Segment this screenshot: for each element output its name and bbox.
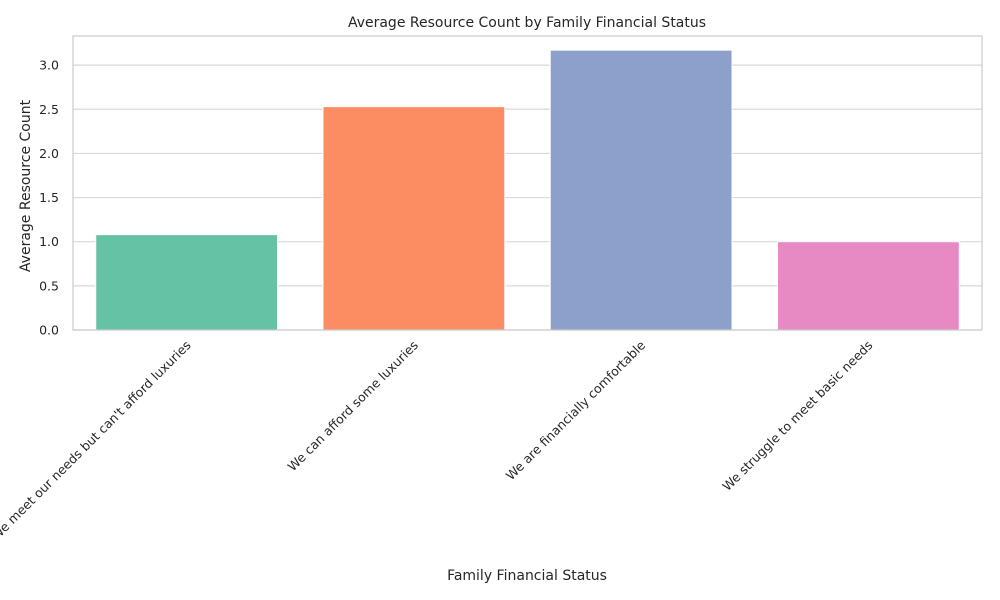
bar [95, 234, 279, 331]
x-axis-label: Family Financial Status [447, 568, 607, 584]
y-tick-label: 1.0 [39, 234, 59, 249]
y-axis-label: Average Resource Count [18, 99, 34, 272]
x-tick-label: We struggle to meet basic needs [719, 338, 875, 494]
bar [322, 106, 506, 331]
bar [776, 241, 960, 331]
y-tick-label: 2.5 [39, 102, 59, 117]
y-tick-label: 0.0 [39, 323, 59, 338]
x-axis-ticks: We meet our needs but can't afford luxur… [0, 337, 875, 543]
x-tick-label: We meet our needs but can't afford luxur… [0, 338, 194, 544]
y-tick-label: 1.5 [39, 190, 59, 205]
y-tick-label: 2.0 [39, 146, 59, 161]
bar [549, 49, 733, 331]
y-tick-label: 3.0 [39, 58, 59, 73]
plot-frame [72, 35, 983, 331]
x-tick-label: We are financially comfortable [503, 337, 649, 483]
bars [95, 49, 960, 331]
chart-title: Average Resource Count by Family Financi… [348, 15, 706, 31]
y-axis-ticks: 0.0 0.5 1.0 1.5 2.0 2.5 3.0 [39, 58, 59, 338]
y-tick-label: 0.5 [39, 278, 59, 293]
x-tick-label: We can afford some luxuries [285, 338, 421, 474]
